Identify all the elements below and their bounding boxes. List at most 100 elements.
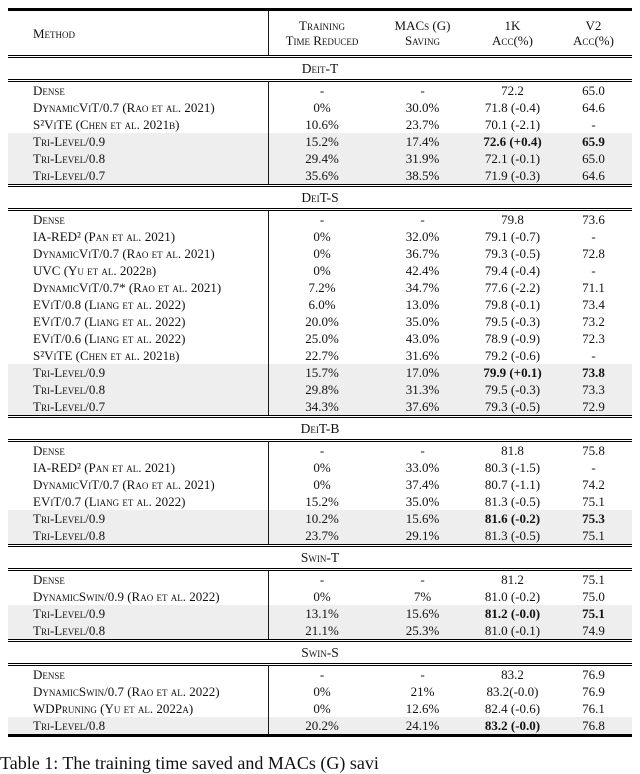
acc-v2-cell: 65.9 [582, 134, 605, 149]
acc-v2-cell: 73.8 [582, 365, 605, 380]
table-row: DynamicViT/0.7 (Rao et al. 2021) 0% 30.0% 7… [8, 99, 632, 116]
acc-1k-cell: 78.9 (-0.9) [484, 331, 541, 346]
time-reduced-cell: - [268, 82, 375, 99]
acc-1k-cell: 79.3 (-0.5) [484, 246, 541, 261]
method-cell: EViT/0.6 (Liang et al. 2022) [33, 331, 186, 346]
acc-1k-cell: 81.6 (-0.2) [484, 511, 541, 526]
column-header-macs-saving: MACs (G) Saving [375, 11, 470, 55]
acc-v2-cell: 65.0 [582, 151, 605, 166]
acc-v2-cell: - [591, 229, 596, 244]
method-cell: DynamicViT/0.7 (Rao et al. 2021) [33, 100, 215, 115]
time-reduced-cell: - [268, 211, 375, 228]
acc-1k-cell: 79.1 (-0.7) [484, 229, 541, 244]
method-cell: S²ViTE (Chen et al. 2021b) [33, 348, 180, 363]
table-row: DynamicSwin/0.7 (Rao et al. 2022) 0% 21% 83… [8, 683, 632, 700]
macs-saving-cell: 33.0% [405, 460, 440, 475]
macs-saving-cell: 35.0% [405, 494, 440, 509]
acc-1k-cell: 83.2(-0.0) [486, 684, 539, 699]
acc-1k-cell: 79.8 [501, 212, 524, 227]
time-reduced-cell: 10.6% [268, 116, 375, 133]
section-title-swin-s: Swin-S [8, 639, 632, 666]
method-cell: DynamicViT/0.7 (Rao et al. 2021) [33, 246, 215, 261]
acc-1k-cell: 72.2 [501, 83, 524, 98]
method-cell: Dense [33, 667, 65, 682]
acc-v2-cell: 76.1 [582, 701, 605, 716]
acc-1k-cell: 79.5 (-0.3) [484, 382, 541, 397]
acc-v2-cell: 73.2 [582, 314, 605, 329]
macs-saving-cell: 38.5% [405, 168, 440, 183]
method-cell: Dense [33, 443, 65, 458]
acc-1k-cell: 83.2 [501, 667, 524, 682]
table-row: Tri-Level/0.8 23.7% 29.1% 81.3 (-0.5) 75.1 [8, 527, 632, 544]
method-cell: S²ViTE (Chen et al. 2021b) [33, 117, 180, 132]
table-row: DynamicViT/0.7* (Rao et al. 2021) 7.2% 34.… [8, 279, 632, 296]
time-reduced-cell: 0% [268, 99, 375, 116]
acc-1k-cell: 80.7 (-1.1) [484, 477, 541, 492]
section-title-deit-b: DeiT-B [8, 415, 632, 442]
time-reduced-cell: 6.0% [268, 296, 375, 313]
acc-v2-cell: 65.0 [582, 83, 605, 98]
acc-v2-cell: 74.2 [582, 477, 605, 492]
macs-saving-cell: 43.0% [405, 331, 440, 346]
time-reduced-cell: - [268, 571, 375, 588]
table-row: IA-RED² (Pan et al. 2021) 0% 32.0% 79.1 (-0… [8, 228, 632, 245]
table-row: Tri-Level/0.7 35.6% 38.5% 71.9 (-0.3) 64.6 [8, 167, 632, 184]
acc-v2-cell: 72.8 [582, 246, 605, 261]
acc-v2-cell: 74.9 [582, 623, 605, 638]
method-cell: DynamicViT/0.7 (Rao et al. 2021) [33, 477, 215, 492]
acc-v2-cell: - [591, 460, 596, 475]
table-row: EViT/0.6 (Liang et al. 2022) 25.0% 43.0% 78… [8, 330, 632, 347]
time-reduced-cell: 7.2% [268, 279, 375, 296]
acc-v2-cell: 76.8 [582, 718, 605, 733]
acc-v2-cell: 73.6 [582, 212, 605, 227]
acc-v2-cell: 64.6 [582, 168, 605, 183]
time-reduced-cell: 0% [268, 683, 375, 700]
time-reduced-cell: 15.2% [268, 493, 375, 510]
method-cell: Dense [33, 83, 65, 98]
acc-1k-cell: 72.1 (-0.1) [484, 151, 541, 166]
acc-1k-cell: 79.8 (-0.1) [484, 297, 541, 312]
acc-v2-cell: 75.3 [582, 511, 605, 526]
time-reduced-cell: 0% [268, 588, 375, 605]
method-cell: Tri-Level/0.8 [33, 382, 106, 397]
table-row: S²ViTE (Chen et al. 2021b) 22.7% 31.6% 79.2… [8, 347, 632, 364]
macs-saving-cell: 31.9% [405, 151, 440, 166]
acc-v2-cell: 75.8 [582, 443, 605, 458]
acc-v2-cell: 75.0 [582, 589, 605, 604]
macs-saving-cell: 17.0% [405, 365, 440, 380]
table-row: Tri-Level/0.8 20.2% 24.1% 83.2 (-0.0) 76.8 [8, 717, 632, 734]
table-header: Method Training Time Reduced MACs (G) Sa… [8, 8, 632, 55]
acc-v2-cell: 75.1 [582, 572, 605, 587]
table-row: DynamicViT/0.7 (Rao et al. 2021) 0% 37.4% 8… [8, 476, 632, 493]
method-cell: Tri-Level/0.8 [33, 623, 106, 638]
time-reduced-cell: - [268, 442, 375, 459]
method-cell: Dense [33, 572, 65, 587]
macs-saving-cell: 32.0% [405, 229, 440, 244]
column-header-method: Method [8, 11, 268, 55]
macs-saving-cell: 23.7% [405, 117, 440, 132]
acc-v2-cell: 75.1 [582, 606, 605, 621]
method-cell: Tri-Level/0.9 [33, 606, 106, 621]
time-reduced-cell: 0% [268, 700, 375, 717]
method-cell: Tri-Level/0.9 [33, 134, 106, 149]
table-row: S²ViTE (Chen et al. 2021b) 10.6% 23.7% 70.1… [8, 116, 632, 133]
acc-1k-cell: 81.0 (-0.1) [484, 623, 541, 638]
method-cell: WDPruning (Yu et al. 2022a) [33, 701, 194, 716]
column-header-macs-line2: Saving [404, 33, 441, 48]
time-reduced-cell: 0% [268, 228, 375, 245]
section-title-deit-s: DeiT-S [8, 184, 632, 211]
macs-saving-cell: - [420, 572, 425, 587]
method-cell: Tri-Level/0.7 [33, 168, 106, 183]
acc-1k-cell: 71.9 (-0.3) [484, 168, 541, 183]
time-reduced-cell: 0% [268, 262, 375, 279]
acc-1k-cell: 82.4 (-0.6) [484, 701, 541, 716]
acc-1k-cell: 81.0 (-0.2) [484, 589, 541, 604]
method-cell: IA-RED² (Pan et al. 2021) [33, 460, 176, 475]
acc-1k-cell: 77.6 (-2.2) [484, 280, 541, 295]
acc-1k-cell: 79.4 (-0.4) [484, 263, 541, 278]
macs-saving-cell: 7% [413, 589, 432, 604]
table-row: Tri-Level/0.7 34.3% 37.6% 79.3 (-0.5) 72.9 [8, 398, 632, 415]
column-header-1k-line1: 1K [504, 18, 521, 33]
method-cell: DynamicViT/0.7* (Rao et al. 2021) [33, 280, 222, 295]
macs-saving-cell: 21% [410, 684, 435, 699]
